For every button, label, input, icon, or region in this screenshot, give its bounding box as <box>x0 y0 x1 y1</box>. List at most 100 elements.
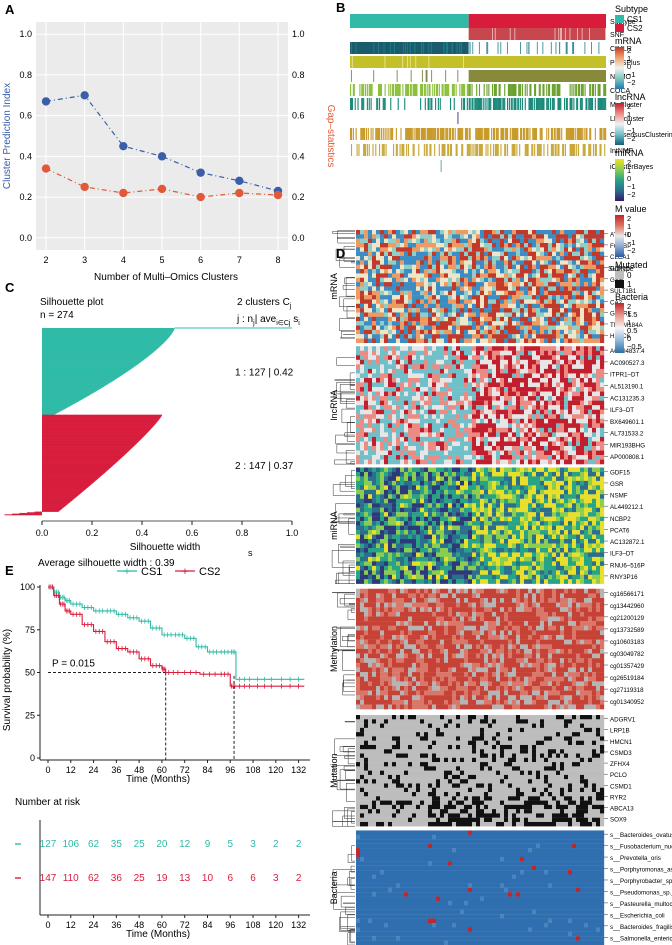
heatmap-cell <box>460 445 465 451</box>
heatmap-cell <box>480 299 485 304</box>
heatmap-cell <box>576 277 581 283</box>
heatmap-cell <box>532 329 537 335</box>
silhouette-bar <box>42 435 145 437</box>
mocluster-cell <box>546 98 548 110</box>
heatmap-cell <box>516 414 521 419</box>
heatmap-cell <box>364 471 369 477</box>
snf-tick <box>492 28 493 40</box>
silhouette-bar <box>42 353 151 355</box>
heatmap-cell <box>520 299 525 304</box>
consensus-cell <box>540 128 542 140</box>
heatmap-cell <box>440 485 445 490</box>
heatmap-cell <box>416 423 421 429</box>
heatmap-cell <box>496 295 501 300</box>
heatmap-cell <box>508 368 513 374</box>
heatmap-cell <box>460 256 465 261</box>
consensus-cell <box>416 128 418 140</box>
heatmap-cell <box>552 234 557 239</box>
heatmap-cell <box>432 346 437 351</box>
risk-x-tick: 36 <box>111 920 121 930</box>
heatmap-cell <box>452 414 457 419</box>
heatmap-cell <box>464 489 469 495</box>
heatmap-cell <box>476 432 481 438</box>
heatmap-cell <box>572 243 577 248</box>
nemo-tick <box>410 70 412 82</box>
heatmap-cell <box>436 441 441 447</box>
heatmap-cell <box>520 485 525 490</box>
heatmap-cell <box>356 286 361 291</box>
heatmap-cell <box>564 414 569 419</box>
heatmap-cell <box>364 321 369 326</box>
heatmap-cell <box>488 396 493 401</box>
heatmap-cell <box>440 373 445 379</box>
heatmap-cell <box>492 243 497 248</box>
heatmap-cell <box>492 436 497 442</box>
heatmap-cell <box>468 373 473 379</box>
silhouette-bar <box>42 490 84 492</box>
consensus-cell <box>419 128 421 140</box>
heatmap-cell <box>404 485 409 490</box>
heatmap-cell <box>564 455 569 460</box>
heatmap-cell <box>524 368 529 374</box>
heatmap-cell <box>384 423 389 429</box>
heatmap-cell <box>420 290 425 296</box>
heatmap-cell <box>436 368 441 374</box>
heatmap-cell <box>476 334 481 339</box>
heatmap-cell <box>496 243 501 248</box>
intnmf-cell <box>584 144 586 156</box>
heatmap-cell <box>368 400 373 406</box>
heatmap-cell <box>424 316 429 322</box>
cimlr-tick <box>506 42 508 54</box>
heatmap-cell <box>468 471 473 477</box>
heatmap-cell <box>520 303 525 309</box>
heatmap-cell <box>396 350 401 356</box>
heatmap-cell <box>552 455 557 460</box>
mocluster-cell <box>571 98 573 110</box>
heatmap-cell <box>556 308 561 313</box>
mocluster-cell <box>591 98 593 110</box>
heatmap-cell <box>516 459 521 465</box>
heatmap-cell <box>400 467 405 473</box>
heatmap-cell <box>516 405 521 410</box>
consensus-cell <box>410 128 412 140</box>
heatmap-cell <box>452 303 457 309</box>
heatmap-cell <box>436 471 441 477</box>
heatmap-cell <box>424 450 429 456</box>
heatmap-cell <box>496 316 501 322</box>
heatmap-cell <box>412 247 417 252</box>
heatmap-cell <box>416 316 421 322</box>
heatmap-cell <box>500 277 505 283</box>
heatmap-cell <box>596 256 601 261</box>
heatmap-cell <box>560 260 565 265</box>
coca-cell <box>435 84 438 96</box>
heatmap-cell <box>588 485 593 490</box>
heatmap-cell <box>468 485 473 490</box>
heatmap-cell <box>468 312 473 317</box>
heatmap-cell <box>404 387 409 392</box>
heatmap-cell <box>408 282 413 287</box>
heatmap-cell <box>520 382 525 388</box>
heatmap-cell <box>584 480 589 486</box>
heatmap-cell <box>536 409 541 415</box>
heatmap-cell <box>552 359 557 365</box>
heatmap-cell <box>420 387 425 392</box>
heatmap-cell <box>576 441 581 447</box>
heatmap-cell <box>524 355 529 360</box>
heatmap-cell <box>392 441 397 447</box>
heatmap-cell <box>520 396 525 401</box>
heatmap-cell <box>456 234 461 239</box>
heatmap-cell <box>448 441 453 447</box>
heatmap-cell <box>536 485 541 490</box>
silhouette-bar <box>42 329 175 331</box>
heatmap-cell <box>496 427 501 433</box>
heatmap-cell <box>448 391 453 397</box>
heatmap-cell <box>376 308 381 313</box>
heatmap-cell <box>588 364 593 370</box>
heatmap-cell <box>392 423 397 429</box>
heatmap-cell <box>484 299 489 304</box>
heatmap-cell <box>356 471 361 477</box>
silhouette-bar <box>42 482 94 484</box>
heatmap-cell <box>548 290 553 296</box>
coca-cell <box>548 84 550 96</box>
heatmap-cell <box>400 238 405 244</box>
